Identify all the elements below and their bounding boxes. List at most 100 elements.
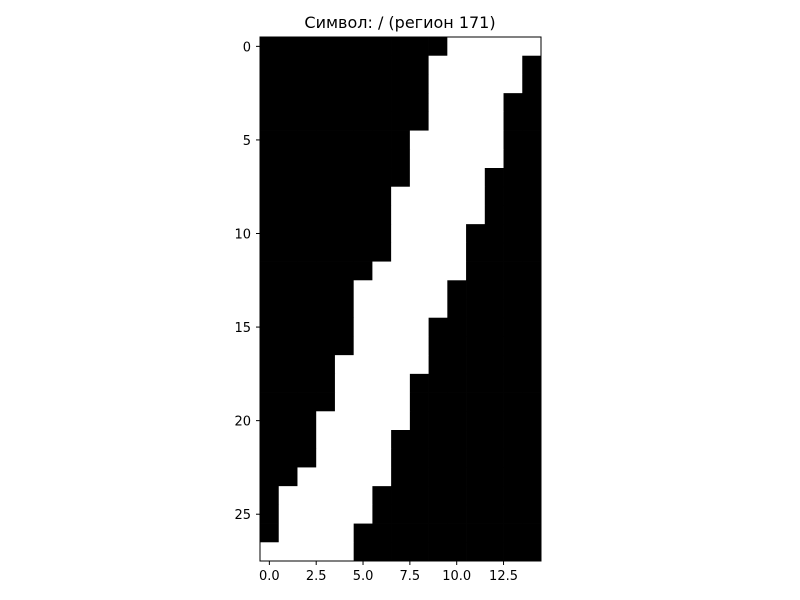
- pixel-cell: [428, 448, 448, 468]
- pixel-cell: [297, 317, 317, 337]
- pixel-cell: [353, 93, 373, 113]
- pixel-cell: [260, 111, 280, 131]
- pixel-cell: [409, 261, 429, 281]
- pixel-cell: [466, 149, 486, 169]
- pixel-cell: [428, 74, 448, 94]
- pixel-cell: [447, 205, 467, 225]
- pixel-cell: [316, 205, 336, 225]
- pixel-cell: [353, 224, 373, 244]
- pixel-cell: [391, 242, 411, 262]
- chart-title: Символ: / (регион 171): [304, 13, 495, 32]
- pixel-cell: [316, 261, 336, 281]
- pixel-cell: [391, 336, 411, 356]
- pixel-cell: [503, 74, 523, 94]
- pixel-cell: [484, 186, 504, 206]
- pixel-cell: [278, 411, 298, 431]
- pixel-cell: [372, 448, 392, 468]
- pixel-cell: [372, 224, 392, 244]
- pixel-cell: [522, 448, 542, 468]
- pixel-cell: [372, 467, 392, 487]
- pixel-cell: [428, 205, 448, 225]
- pixel-cell: [278, 168, 298, 188]
- pixel-cell: [391, 355, 411, 375]
- pixel-cell: [522, 130, 542, 150]
- pixel-cell: [503, 392, 523, 412]
- pixel-cell: [466, 37, 486, 57]
- pixel-cell: [278, 242, 298, 262]
- pixel-cell: [278, 130, 298, 150]
- pixel-cell: [353, 299, 373, 319]
- pixel-cell: [522, 261, 542, 281]
- pixel-cell: [353, 242, 373, 262]
- pixel-cell: [278, 504, 298, 524]
- pixel-cell: [334, 130, 355, 150]
- pixel-cell: [409, 55, 429, 75]
- pixel-cell: [334, 392, 355, 412]
- pixel-cell: [428, 411, 448, 431]
- pixel-cell: [278, 111, 298, 131]
- pixel-cell: [372, 486, 392, 506]
- pixel-cell: [484, 168, 504, 188]
- pixel-cell: [297, 37, 317, 57]
- pixel-cell: [278, 486, 298, 506]
- pixel-cell: [522, 504, 542, 524]
- pixel-cell: [447, 486, 467, 506]
- pixel-cell: [372, 55, 392, 75]
- pixel-cell: [409, 355, 429, 375]
- pixel-cell: [428, 224, 448, 244]
- pixel-cell: [409, 317, 429, 337]
- pixel-cell: [297, 355, 317, 375]
- pixel-cell: [260, 74, 280, 94]
- pixel-cell: [503, 411, 523, 431]
- pixel-cell: [522, 373, 542, 393]
- pixel-cell: [447, 130, 467, 150]
- pixel-cell: [447, 280, 467, 300]
- pixel-cell: [260, 55, 280, 75]
- pixel-cell: [260, 523, 280, 543]
- pixel-cell: [466, 224, 486, 244]
- pixel-cell: [334, 504, 355, 524]
- pixel-cell: [316, 448, 336, 468]
- pixel-cell: [334, 93, 355, 113]
- pixel-cell: [297, 205, 317, 225]
- pixel-cell: [260, 504, 280, 524]
- pixel-cell: [484, 280, 504, 300]
- pixel-cell: [466, 130, 486, 150]
- pixel-cell: [522, 411, 542, 431]
- pixel-cell: [260, 542, 280, 562]
- pixel-cell: [484, 55, 504, 75]
- pixel-cell: [334, 74, 355, 94]
- pixel-cell: [522, 280, 542, 300]
- pixel-cell: [334, 55, 355, 75]
- pixel-cell: [353, 336, 373, 356]
- pixel-cell: [503, 504, 523, 524]
- pixel-cell: [297, 93, 317, 113]
- pixel-cell: [316, 186, 336, 206]
- pixel-cell: [278, 93, 298, 113]
- pixel-cell: [391, 392, 411, 412]
- pixel-cell: [278, 523, 298, 543]
- pixel-cell: [372, 168, 392, 188]
- pixel-cell: [278, 186, 298, 206]
- pixel-cell: [447, 542, 467, 562]
- pixel-cell: [316, 523, 336, 543]
- pixel-cell: [484, 37, 504, 57]
- pixel-cell: [428, 392, 448, 412]
- pixel-cell: [260, 411, 280, 431]
- pixel-cell: [260, 37, 280, 57]
- pixel-cell: [409, 280, 429, 300]
- pixel-cell: [522, 37, 542, 57]
- x-tick-label: 5.0: [353, 569, 374, 584]
- pixel-cell: [503, 37, 523, 57]
- pixel-cell: [466, 336, 486, 356]
- pixel-cell: [391, 523, 411, 543]
- pixel-cell: [466, 186, 486, 206]
- pixel-cell: [260, 261, 280, 281]
- pixel-cell: [466, 448, 486, 468]
- pixel-cell: [334, 168, 355, 188]
- pixel-cell: [334, 523, 355, 543]
- pixel-cell: [353, 504, 373, 524]
- pixel-cell: [334, 205, 355, 225]
- pixel-cell: [372, 355, 392, 375]
- pixel-cell: [316, 55, 336, 75]
